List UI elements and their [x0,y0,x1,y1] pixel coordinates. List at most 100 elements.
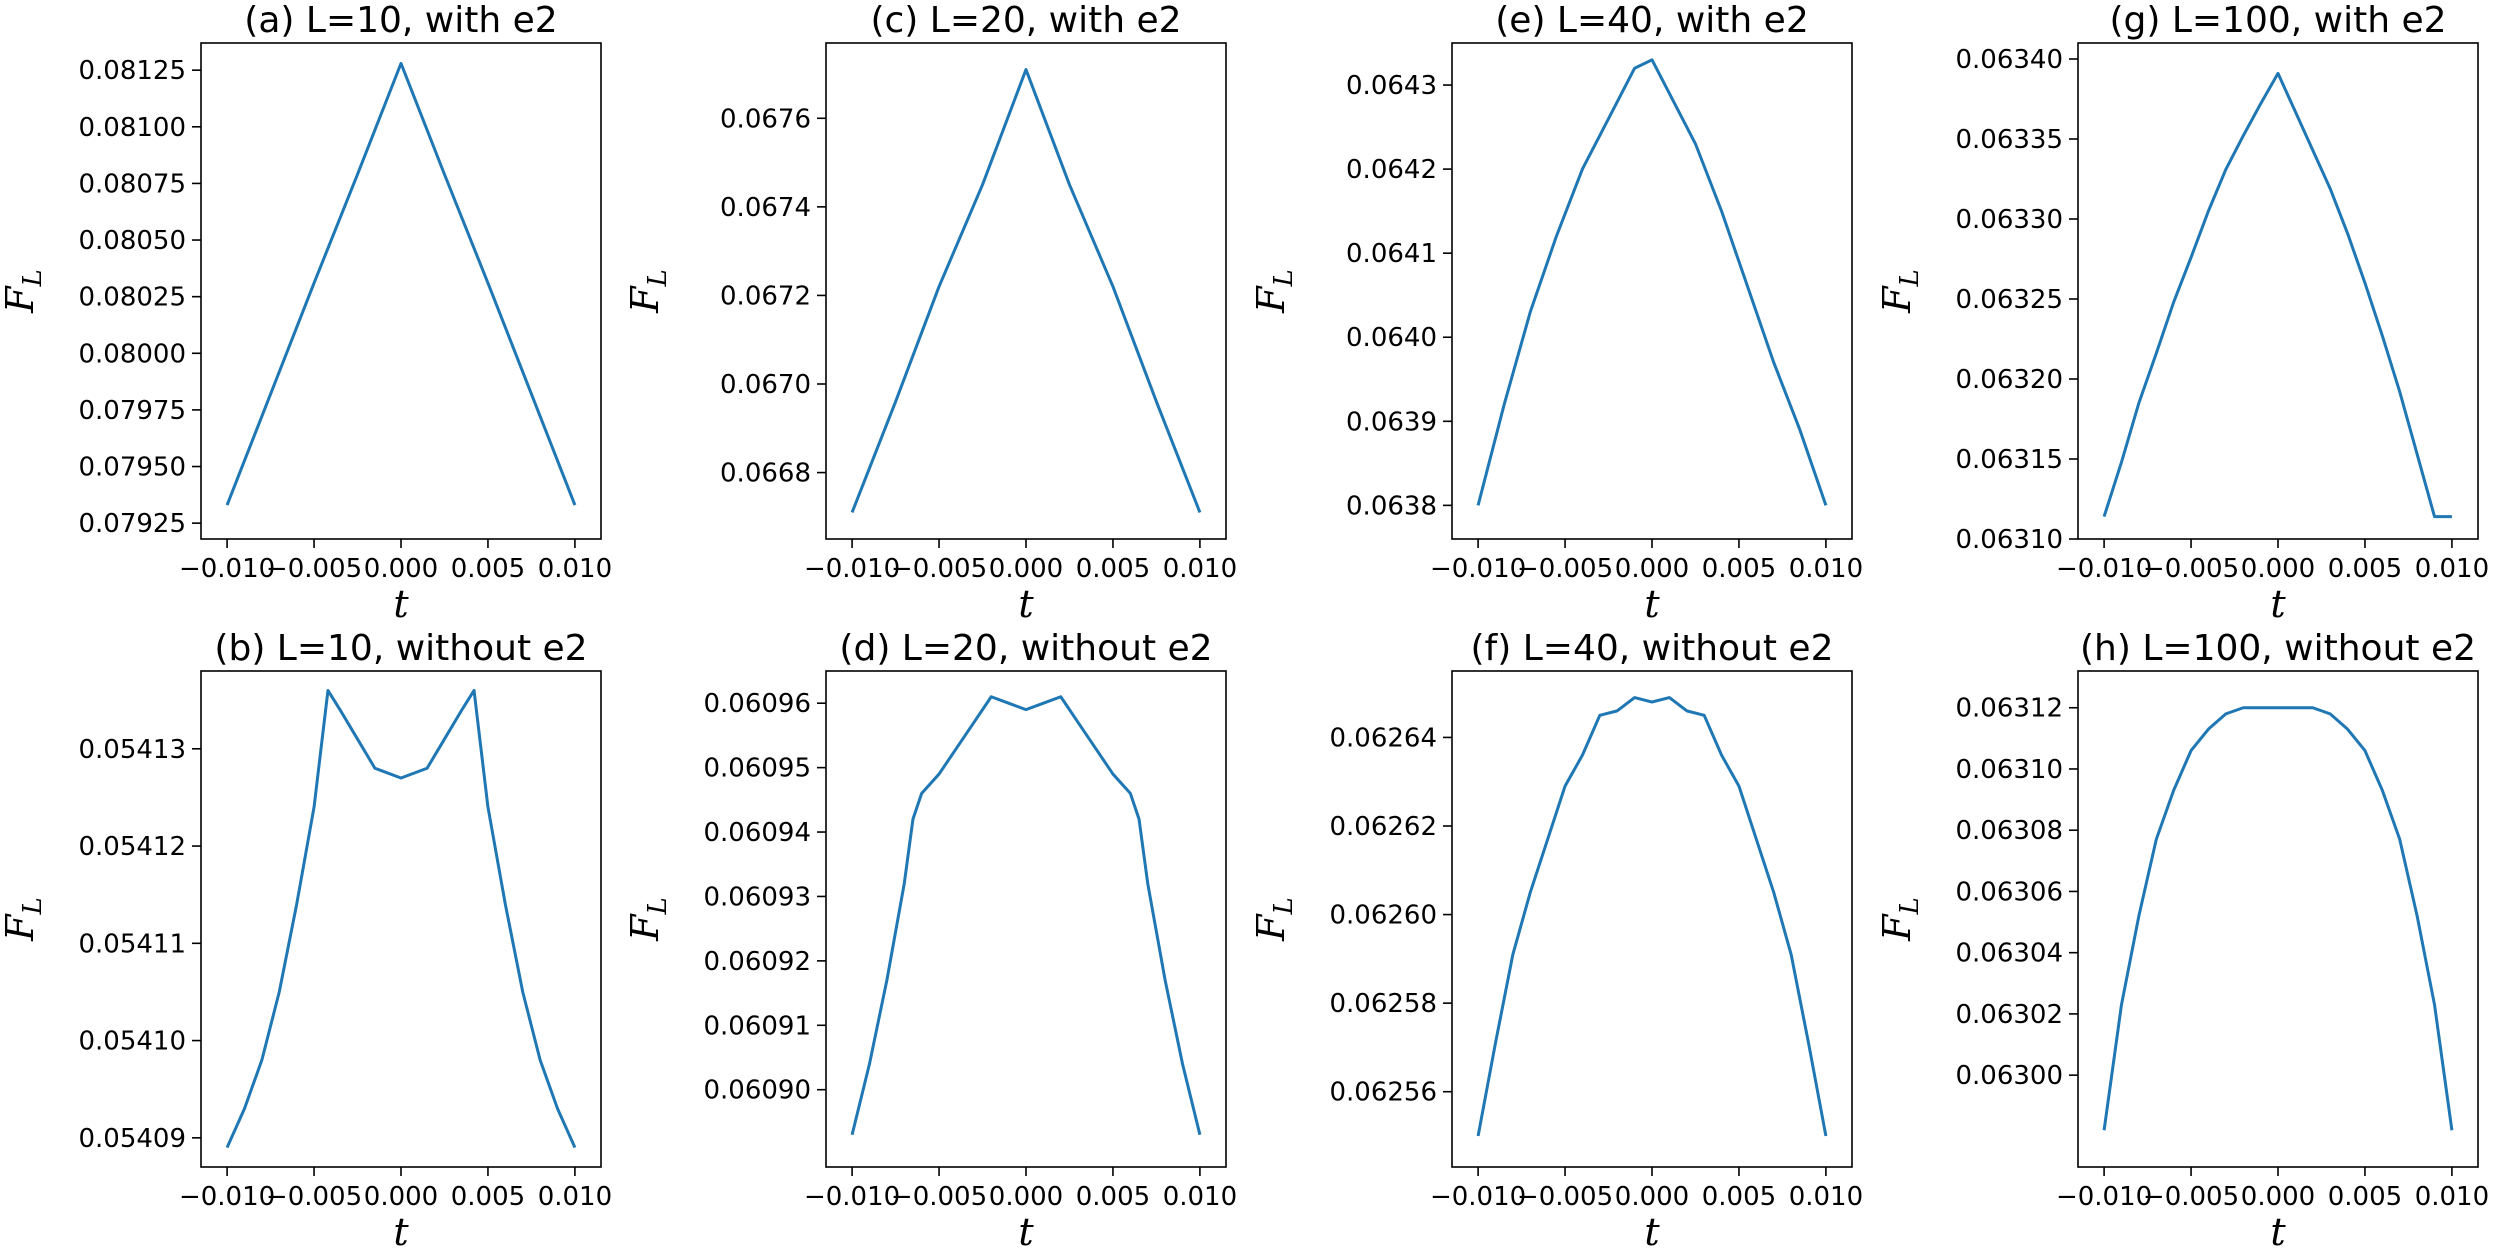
x-tick-label-f-0: −0.010 [1430,1182,1526,1212]
subplot-a: −0.010−0.005 0.000 0.005 0.010 0.07925 0.0795… [0,0,612,626]
x-tick-label-d-1: −0.005 [891,1182,987,1212]
x-tick-label-d-4: 0.010 [1163,1182,1237,1212]
y-tick-label-g-2: 0.06320 [1955,365,2063,395]
y-tick-label-h-1: 0.06302 [1955,1000,2063,1030]
subplot-d: −0.010−0.005 0.000 0.005 0.010 0.06090 0.0609… [623,628,1237,1250]
subplot-g: −0.010−0.005 0.000 0.005 0.010 0.06310 0.0631… [1875,0,2489,626]
subplot-title-f: (f) L=40, without e2 [1471,628,1834,669]
y-tick-label-h-3: 0.06306 [1955,877,2063,907]
y-tick-label-h-0: 0.06300 [1955,1061,2063,1091]
y-tick-label-g-6: 0.06340 [1955,45,2063,75]
y-tick-label-a-5: 0.08050 [78,226,186,256]
subplot-title-h: (h) L=100, without e2 [2080,628,2476,669]
y-tick-label-e-5: 0.0643 [1346,71,1437,101]
y-tick-label-f-2: 0.06260 [1329,901,1437,931]
x-tick-label-e-0: −0.010 [1430,554,1526,584]
x-tick-label-f-3: 0.005 [1702,1182,1776,1212]
subplot-title-a: (a) L=10, with e2 [244,0,557,41]
x-axis-label-f: t [1644,1210,1660,1250]
y-axis-label-c: FL [623,269,673,314]
y-tick-label-a-6: 0.08075 [78,169,186,199]
y-axis-label-b: FL [0,897,48,942]
y-tick-label-e-1: 0.0639 [1346,407,1437,437]
x-tick-label-h-4: 0.010 [2415,1182,2489,1212]
y-tick-label-h-6: 0.06312 [1955,694,2063,724]
y-tick-label-a-7: 0.08100 [78,113,186,143]
x-tick-label-g-1: −0.005 [2143,554,2239,584]
y-tick-label-a-1: 0.07950 [78,453,186,483]
x-tick-label-e-1: −0.005 [1517,554,1613,584]
x-tick-label-a-2: 0.000 [364,554,438,584]
y-tick-label-e-2: 0.0640 [1346,323,1437,353]
x-tick-label-d-2: 0.000 [989,1182,1063,1212]
x-tick-label-e-2: 0.000 [1615,554,1689,584]
y-tick-label-b-2: 0.05411 [78,929,186,959]
x-tick-label-h-2: 0.000 [2241,1182,2315,1212]
x-tick-label-c-0: −0.010 [804,554,900,584]
plot-frame-g [2077,42,2479,540]
y-tick-label-e-4: 0.0642 [1346,155,1437,185]
y-axis-label-e: FL [1249,269,1299,314]
x-tick-label-a-0: −0.010 [179,554,275,584]
y-tick-label-f-1: 0.06258 [1329,989,1437,1019]
subplot-title-g: (g) L=100, with e2 [2109,0,2446,41]
y-tick-label-c-3: 0.0674 [720,193,811,223]
y-tick-label-g-1: 0.06315 [1955,445,2063,475]
y-tick-label-b-0: 0.05409 [78,1124,186,1154]
series-line-a [225,61,577,506]
x-tick-label-g-3: 0.005 [2328,554,2402,584]
y-tick-label-g-0: 0.06310 [1955,525,2063,555]
x-tick-label-e-3: 0.005 [1702,554,1776,584]
y-tick-label-f-3: 0.06262 [1329,812,1437,842]
x-tick-label-c-2: 0.000 [989,554,1063,584]
series-line-b [225,688,577,1149]
series-line-f [1476,696,1828,1137]
plot-frame-c [825,42,1227,540]
x-tick-label-f-2: 0.000 [1615,1182,1689,1212]
series-line-e [1476,58,1828,506]
x-axis-label-e: t [1644,582,1660,626]
plot-frame-a [200,42,602,540]
y-tick-label-b-1: 0.05410 [78,1027,186,1057]
x-tick-label-h-1: −0.005 [2143,1182,2239,1212]
y-tick-label-d-1: 0.06091 [703,1011,811,1041]
x-tick-label-b-2: 0.000 [364,1182,438,1212]
x-tick-label-h-3: 0.005 [2328,1182,2402,1212]
y-axis-label-d: FL [623,897,673,942]
x-tick-label-c-1: −0.005 [891,554,987,584]
subplot-f: −0.010−0.005 0.000 0.005 0.010 0.06256 0.0625… [1249,628,1863,1250]
subplot-c: −0.010−0.005 0.000 0.005 0.010 0.0668 0.0670 0… [623,0,1237,626]
x-tick-label-g-2: 0.000 [2241,554,2315,584]
subplot-e: −0.010−0.005 0.000 0.005 0.010 0.0638 0.0639 0… [1249,0,1863,626]
x-tick-label-b-3: 0.005 [451,1182,525,1212]
subplot-title-e: (e) L=40, with e2 [1495,0,1808,41]
plot-frame-e [1451,42,1853,540]
x-axis-label-c: t [1018,582,1034,626]
x-tick-label-b-4: 0.010 [538,1182,612,1212]
y-tick-label-g-4: 0.06330 [1955,205,2063,235]
y-tick-label-d-2: 0.06092 [703,947,811,977]
series-line-d [850,695,1202,1136]
y-tick-label-d-3: 0.06093 [703,882,811,912]
y-tick-label-a-0: 0.07925 [78,509,186,539]
x-tick-label-d-3: 0.005 [1076,1182,1150,1212]
y-tick-label-a-3: 0.08000 [78,339,186,369]
y-axis-label-h: FL [1875,897,1925,942]
x-tick-label-a-4: 0.010 [538,554,612,584]
y-axis-label-g: FL [1875,269,1925,314]
y-axis-label-f: FL [1249,897,1299,942]
x-tick-label-f-4: 0.010 [1789,1182,1863,1212]
y-tick-label-d-6: 0.06096 [703,689,811,719]
y-tick-label-g-5: 0.06335 [1955,125,2063,155]
y-tick-label-e-3: 0.0641 [1346,239,1437,269]
y-tick-label-g-3: 0.06325 [1955,285,2063,315]
y-tick-label-e-0: 0.0638 [1346,491,1437,521]
x-tick-label-c-3: 0.005 [1076,554,1150,584]
x-axis-label-d: t [1018,1210,1034,1250]
x-tick-label-f-1: −0.005 [1517,1182,1613,1212]
y-tick-label-b-4: 0.05413 [78,735,186,765]
y-tick-label-f-4: 0.06264 [1329,723,1437,753]
y-tick-label-d-5: 0.06095 [703,754,811,784]
x-tick-label-g-4: 0.010 [2415,554,2489,584]
plot-frame-b [200,670,602,1168]
